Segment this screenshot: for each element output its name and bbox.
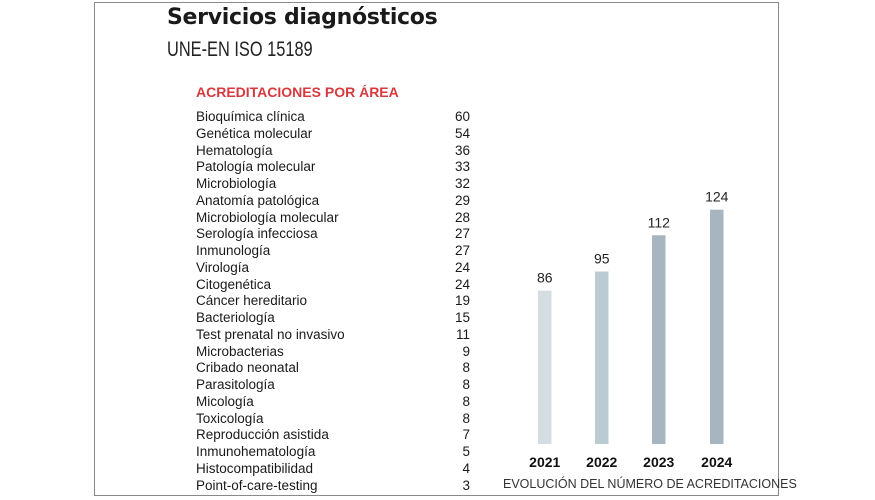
area-label: Test prenatal no invasivo	[196, 326, 345, 342]
area-label: Patología molecular	[196, 159, 316, 175]
list-item: Virología 24	[196, 260, 470, 277]
area-label: Hematología	[196, 142, 273, 158]
area-label: Microbiología molecular	[196, 209, 339, 225]
area-label: Cribado neonatal	[196, 360, 299, 376]
x-tick-label: 2023	[643, 454, 674, 470]
area-count: 8	[462, 377, 470, 392]
area-count: 32	[454, 176, 470, 191]
list-item: Bioquímica clínica 60	[196, 109, 470, 126]
list-item: Citogenética 24	[196, 277, 470, 294]
area-label: Inmunohematología	[196, 444, 316, 459]
page-subtitle: UNE-EN ISO 15189	[167, 38, 313, 61]
page-title: Servicios diagnósticos	[167, 5, 438, 30]
accreditation-list: Bioquímica clínica 60 Genética molecular 54…	[196, 109, 470, 494]
area-count: 24	[454, 276, 470, 292]
area-count: 19	[454, 293, 470, 309]
list-item: Microbiología 32	[196, 176, 470, 193]
area-count: 15	[454, 310, 470, 325]
list-heading: ACREDITACIONES POR ÁREA	[196, 84, 399, 100]
list-item: Bacteriología 15	[196, 310, 470, 327]
list-item: Anatomía patológica 29	[196, 193, 470, 210]
area-count: 33	[454, 159, 470, 175]
list-item: Serología infecciosa 27	[196, 226, 470, 243]
list-item: Test prenatal no invasivo 11	[196, 327, 470, 344]
area-count: 28	[454, 209, 470, 225]
list-item: Cribado neonatal 8	[196, 360, 470, 377]
list-item: Inmunohematología 5	[196, 444, 470, 461]
area-count: 36	[454, 142, 470, 158]
list-item: Microbacterias 9	[196, 344, 470, 361]
area-count: 27	[454, 226, 470, 242]
area-count: 8	[462, 393, 470, 409]
area-label: Anatomía patológica	[196, 192, 320, 208]
area-label: Micología	[196, 393, 254, 409]
area-label: Genética molecular	[196, 125, 313, 141]
x-tick-label: 2024	[701, 454, 732, 470]
area-label: Microbiología	[196, 176, 277, 191]
bar-2021	[538, 290, 552, 444]
list-item: Point-of-care-testing 3	[196, 478, 470, 495]
infographic-frame	[94, 2, 779, 496]
area-label: Bacteriología	[196, 310, 275, 325]
area-count: 24	[454, 259, 470, 275]
area-label: Reproducción asistida	[196, 427, 329, 443]
area-label: Point-of-care-testing	[196, 477, 318, 493]
area-label: Microbacterias	[196, 343, 284, 359]
bar-2023	[652, 235, 666, 444]
data-label: 124	[705, 189, 729, 205]
x-tick-label: 2022	[586, 454, 617, 470]
list-item: Genética molecular 54	[196, 126, 470, 143]
area-count: 5	[462, 444, 470, 459]
area-label: Parasitología	[196, 377, 275, 392]
data-label: 86	[537, 270, 553, 286]
area-count: 11	[455, 326, 470, 342]
area-count: 27	[454, 243, 470, 258]
area-count: 3	[462, 477, 470, 493]
area-label: Histocompatibilidad	[196, 460, 314, 476]
chart-caption: EVOLUCIÓN DEL NÚMERO DE ACREDITACIONES	[503, 477, 797, 491]
list-item: Microbiología molecular 28	[196, 210, 470, 227]
area-count: 4	[462, 460, 470, 476]
data-label: 95	[594, 250, 610, 266]
area-count: 8	[462, 410, 470, 426]
area-count: 7	[462, 427, 470, 443]
area-count: 8	[462, 360, 470, 376]
bar-2024	[710, 209, 724, 444]
list-item: Reproducción asistida 7	[196, 427, 470, 444]
accreditations-bar-chart: 86 2021 95 2022 112 2023 124 2024	[529, 189, 732, 470]
bar-2022	[595, 271, 609, 444]
list-item: Cáncer hereditario 19	[196, 293, 470, 310]
area-label: Citogenética	[196, 276, 272, 292]
area-label: Toxicología	[196, 410, 264, 426]
area-count: 9	[462, 343, 470, 359]
area-count: 60	[454, 109, 470, 124]
list-item: Histocompatibilidad 4	[196, 461, 470, 478]
area-label: Virología	[196, 259, 250, 275]
list-item: Hematología 36	[196, 143, 470, 160]
area-label: Cáncer hereditario	[196, 293, 308, 309]
list-item: Parasitología 8	[196, 377, 470, 394]
area-label: Inmunología	[196, 243, 271, 258]
area-count: 54	[454, 125, 470, 141]
area-label: Serología infecciosa	[196, 226, 318, 242]
area-count: 29	[454, 192, 470, 208]
list-item: Patología molecular 33	[196, 159, 470, 176]
data-label: 112	[648, 214, 671, 230]
list-item: Toxicología 8	[196, 411, 470, 428]
x-tick-label: 2021	[529, 454, 560, 470]
area-label: Bioquímica clínica	[196, 109, 305, 124]
list-item: Micología 8	[196, 394, 470, 411]
list-item: Inmunología 27	[196, 243, 470, 260]
